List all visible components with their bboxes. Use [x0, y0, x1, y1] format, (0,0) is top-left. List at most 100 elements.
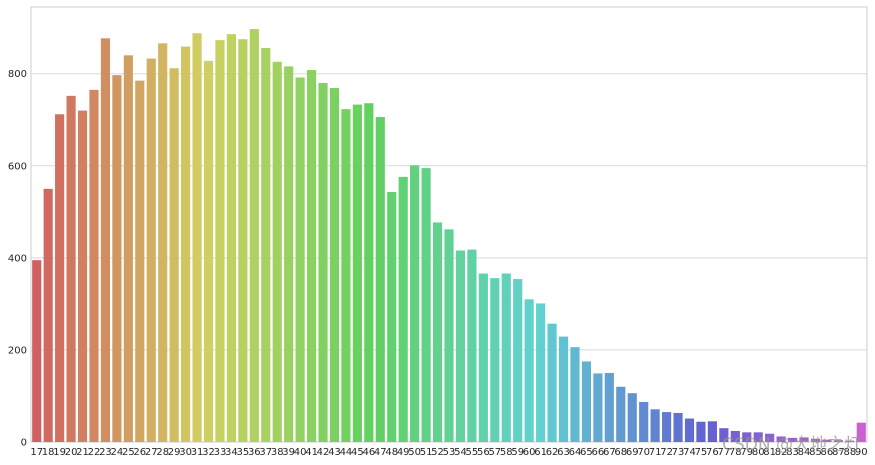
- x-tick-label: 43: [328, 447, 341, 458]
- x-tick-label: 54: [454, 447, 467, 458]
- bar-38: [272, 61, 282, 443]
- x-tick-label: 76: [706, 447, 719, 458]
- bar-74: [684, 418, 695, 442]
- x-tick-label: 79: [740, 447, 753, 458]
- bars: [32, 29, 866, 443]
- bar-39: [284, 66, 294, 442]
- x-tick-label: 46: [362, 447, 375, 458]
- bar-69: [627, 393, 637, 442]
- x-tick-label: 52: [431, 447, 444, 458]
- bar-25: [123, 55, 133, 442]
- x-tick-label: 40: [294, 447, 307, 458]
- bar-43: [329, 88, 340, 443]
- x-tick-label: 85: [809, 447, 822, 458]
- watermark: CSDN @大地之灯: [722, 435, 861, 455]
- x-tick-label: 84: [798, 447, 811, 458]
- x-tick-label: 31: [191, 447, 204, 458]
- bar-24: [112, 75, 122, 442]
- x-tick-label: 63: [557, 447, 570, 458]
- x-tick-label: 37: [259, 447, 272, 458]
- x-tick-label: 44: [340, 447, 353, 458]
- bar-63: [558, 336, 569, 442]
- x-tick-label: 67: [603, 447, 616, 458]
- bar-21: [77, 110, 88, 443]
- x-tick-label: 87: [832, 447, 845, 458]
- bar-86: [822, 439, 832, 442]
- bar-27: [146, 58, 156, 443]
- bar-65: [581, 361, 592, 442]
- y-tick-label: 0: [21, 438, 27, 449]
- bar-17: [32, 260, 42, 442]
- x-tick-label: 75: [695, 447, 708, 458]
- bar-49: [398, 176, 408, 442]
- bar-80: [753, 432, 763, 442]
- bar-40: [295, 77, 305, 442]
- x-tick-label: 35: [236, 447, 249, 458]
- x-tick-label: 71: [649, 447, 662, 458]
- x-tick-label: 88: [843, 447, 856, 458]
- x-tick-label: 49: [397, 447, 410, 458]
- bar-88: [845, 440, 855, 442]
- x-tick-label: 47: [374, 447, 387, 458]
- bar-66: [593, 373, 603, 442]
- x-tick-label: 81: [763, 447, 776, 458]
- y-tick-label: 600: [8, 161, 27, 172]
- x-tick-label: 82: [775, 447, 788, 458]
- x-tick-label: 86: [821, 447, 834, 458]
- x-tick-label: 42: [317, 447, 330, 458]
- x-tick-label: 23: [99, 447, 112, 458]
- x-tick-label: 62: [546, 447, 559, 458]
- x-tick-label: 73: [672, 447, 685, 458]
- bar-54: [455, 250, 466, 442]
- bar-44: [341, 109, 351, 442]
- x-tick-label: 60: [523, 447, 536, 458]
- bar-28: [158, 43, 168, 442]
- bar-48: [387, 192, 397, 442]
- bar-73: [673, 413, 683, 442]
- bar-78: [730, 430, 740, 442]
- x-tick-label: 39: [282, 447, 295, 458]
- x-tick-label: 24: [111, 447, 124, 458]
- y-tick-label: 200: [8, 345, 27, 356]
- bar-82: [776, 436, 786, 442]
- x-tick-label: 21: [76, 447, 89, 458]
- x-tick-label: 78: [729, 447, 742, 458]
- bar-70: [639, 401, 649, 442]
- x-tick-labels: 1718192021222324252627282930313233343536…: [30, 447, 867, 458]
- x-tick-label: 69: [626, 447, 639, 458]
- x-tick-label: 51: [420, 447, 433, 458]
- bar-64: [570, 347, 580, 442]
- x-tick-label: 36: [248, 447, 261, 458]
- bar-34: [226, 34, 236, 443]
- x-tick-label: 80: [752, 447, 765, 458]
- x-tick-label: 27: [145, 447, 158, 458]
- bar-22: [89, 89, 99, 442]
- x-tick-label: 48: [385, 447, 398, 458]
- bar-83: [787, 437, 798, 442]
- x-tick-label: 20: [65, 447, 78, 458]
- x-tick-label: 56: [477, 447, 490, 458]
- bar-52: [432, 222, 443, 442]
- bar-68: [616, 386, 626, 442]
- x-tick-label: 72: [660, 447, 673, 458]
- x-tick-label: 90: [855, 447, 868, 458]
- bar-32: [203, 60, 214, 442]
- x-tick-label: 74: [683, 447, 696, 458]
- x-tick-label: 65: [580, 447, 593, 458]
- x-tick-label: 55: [466, 447, 479, 458]
- bar-56: [478, 273, 488, 442]
- x-tick-label: 50: [408, 447, 421, 458]
- bar-90: [856, 422, 866, 442]
- x-tick-label: 29: [168, 447, 181, 458]
- bar-87: [833, 440, 843, 442]
- x-tick-label: 17: [30, 447, 43, 458]
- bar-61: [536, 303, 546, 442]
- bar-67: [604, 372, 614, 442]
- bar-59: [513, 279, 523, 442]
- bar-31: [192, 33, 202, 442]
- bar-58: [501, 273, 511, 442]
- bar-45: [352, 104, 362, 442]
- bar-79: [742, 432, 752, 442]
- x-tick-label: 68: [614, 447, 627, 458]
